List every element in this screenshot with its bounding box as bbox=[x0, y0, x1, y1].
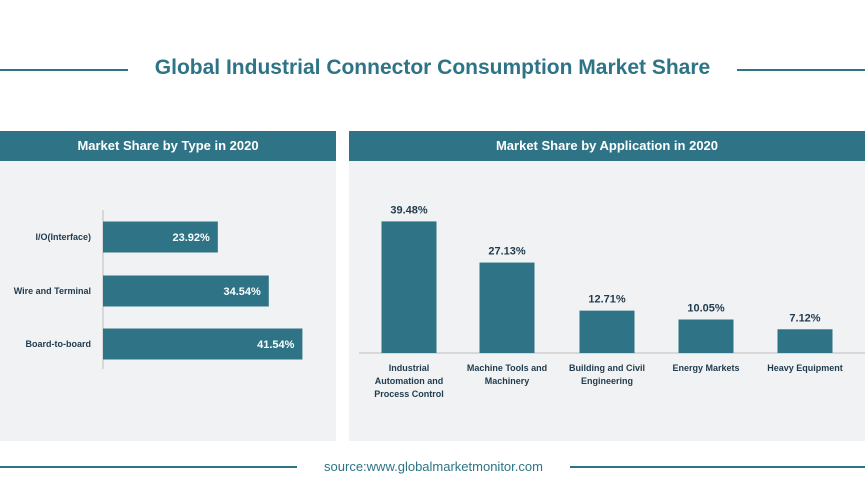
type-chart-title: Market Share by Type in 2020 bbox=[0, 131, 336, 161]
type-bar-value-label: 23.92% bbox=[173, 232, 211, 244]
source-text: source:www.globalmarketmonitor.com bbox=[324, 459, 543, 474]
application-category-label: Building and Civil Engineering bbox=[569, 363, 645, 386]
type-bar bbox=[103, 328, 303, 360]
type-category-label: I/O(Interface) bbox=[35, 232, 91, 242]
application-bar bbox=[479, 262, 535, 353]
application-category-label: Industrial Automation and Process Control bbox=[374, 363, 444, 399]
footer-rule-right bbox=[570, 466, 865, 468]
application-chart-panel: Market Share by Application in 2020 39.4… bbox=[349, 131, 865, 441]
application-bar-value-label: 39.48% bbox=[390, 204, 428, 216]
title-area: Global Industrial Connector Consumption … bbox=[0, 50, 865, 90]
application-bar-value-label: 27.13% bbox=[488, 246, 526, 258]
type-bar bbox=[103, 221, 218, 253]
page-title: Global Industrial Connector Consumption … bbox=[154, 56, 711, 79]
application-bar-value-label: 12.71% bbox=[588, 294, 626, 306]
application-chart-title: Market Share by Application in 2020 bbox=[349, 131, 865, 161]
application-category-label: Machine Tools and Machinery bbox=[467, 363, 547, 386]
application-bar bbox=[579, 310, 635, 353]
title-rule-right bbox=[737, 69, 865, 71]
type-bar-value-label: 34.54% bbox=[223, 286, 261, 298]
application-bar bbox=[678, 319, 734, 353]
application-bar-value-label: 10.05% bbox=[687, 303, 725, 315]
type-bar-value-label: 41.54% bbox=[257, 339, 295, 351]
title-rule-left bbox=[0, 69, 128, 71]
type-chart-panel: Market Share by Type in 2020 23.92% I/O(I… bbox=[0, 131, 336, 441]
application-bar-chart: 39.48% Industrial Automation and Process Co… bbox=[359, 204, 865, 399]
type-category-label: Wire and Terminal bbox=[14, 286, 91, 296]
type-category-label: Board-to-board bbox=[26, 339, 92, 349]
footer-rule-left bbox=[0, 466, 297, 468]
type-bar bbox=[103, 275, 269, 307]
application-bar-value-label: 7.12% bbox=[789, 312, 820, 324]
type-bar-chart: 23.92% I/O(Interface) 34.54% Wire and Termi… bbox=[14, 210, 303, 369]
application-category-label: Energy Markets bbox=[672, 363, 739, 373]
application-bar bbox=[381, 221, 437, 353]
application-bar bbox=[777, 329, 833, 353]
application-category-label: Heavy Equipment bbox=[767, 363, 843, 373]
